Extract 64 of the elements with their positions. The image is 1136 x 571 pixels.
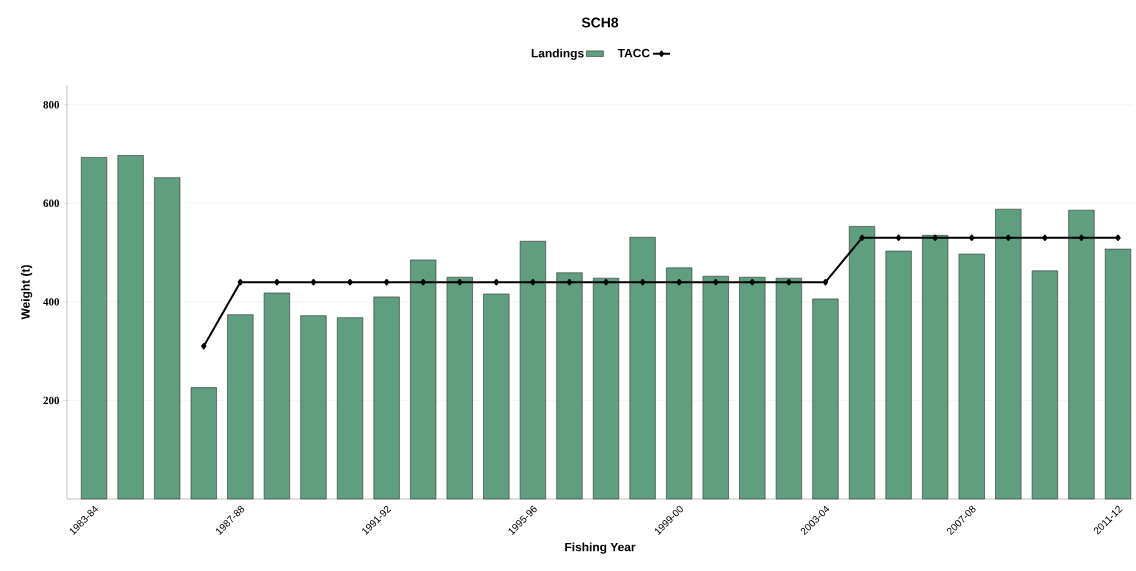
point [1042,234,1048,241]
bar [410,259,437,500]
chart-title: SCH8 [581,17,619,28]
bar [922,235,949,500]
point [895,234,902,241]
bar [263,292,291,500]
bar [1068,209,1095,500]
bar [885,250,912,500]
point [530,278,536,286]
point [420,278,426,286]
point [310,278,317,286]
bar [1104,248,1132,500]
bar [117,155,144,500]
x-axis-title: Fishing Year [565,542,636,554]
point [713,278,719,286]
y-tick-label: 200 [43,396,60,405]
bar [519,240,546,500]
bar [995,208,1022,500]
y-axis-title: Weight (t) [21,265,33,320]
point [457,278,463,286]
bar [446,276,473,500]
point [566,278,573,286]
point [822,278,829,286]
bar [702,275,729,500]
point [639,278,646,286]
point [786,278,792,286]
legend-label: Landings [531,48,584,60]
legend-label: TACC [617,48,650,58]
y-tick-label: 600 [43,199,60,207]
bar [666,267,693,500]
point [932,234,938,241]
point [201,343,207,350]
bar [848,226,876,500]
bar [629,236,656,500]
point [969,234,975,241]
bar [958,253,985,500]
bar [812,298,839,500]
bar [80,157,108,500]
point [859,234,865,241]
bar [556,272,583,500]
point [383,278,390,286]
point [676,278,682,286]
bar [739,276,766,500]
point [1115,234,1121,241]
bar [775,277,802,500]
bar [190,387,217,500]
point [603,278,609,286]
bar [300,315,327,500]
bar [154,177,181,500]
point [1078,234,1085,241]
y-tick-label: 800 [43,101,60,109]
point [749,278,755,286]
point [493,278,499,286]
point [347,278,353,286]
point [274,278,280,286]
bar [483,293,510,500]
bar [336,317,364,500]
bar [592,277,620,500]
bar [373,296,400,500]
bar [227,314,254,500]
point [237,278,243,286]
point [1005,234,1011,241]
bar [1031,270,1058,500]
y-tick-label: 400 [43,298,60,306]
